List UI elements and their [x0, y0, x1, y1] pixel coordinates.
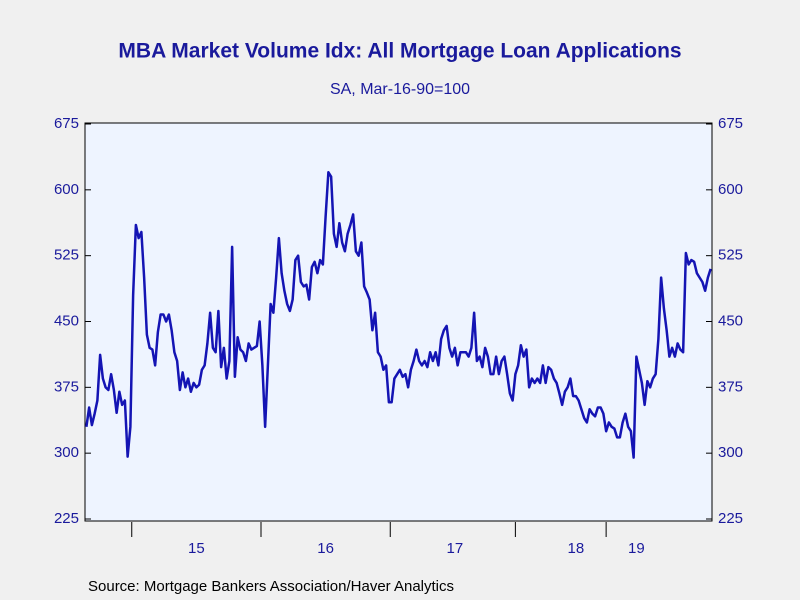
data-line: [85, 171, 712, 459]
y2-tick-label: 525: [718, 247, 743, 264]
y2-tick-label: 375: [718, 378, 743, 395]
x-tick-label: 16: [317, 540, 334, 557]
y2-tick-label: 300: [718, 444, 743, 461]
y-tick-label: 600: [54, 181, 79, 198]
plot-area: [84, 122, 713, 522]
x-tick-label: 17: [447, 540, 464, 557]
y-tick-label: 675: [54, 115, 79, 132]
y-tick-label: 225: [54, 510, 79, 527]
y2-tick-label: 225: [718, 510, 743, 527]
x-tick-label: 19: [628, 540, 645, 557]
chart-subtitle: SA, Mar-16-90=100: [330, 81, 470, 98]
x-tick-label: 18: [568, 540, 585, 557]
x-tick-label: 15: [188, 540, 205, 557]
y-tick-label: 450: [54, 312, 79, 329]
source: Source: Mortgage Bankers Association/Hav…: [88, 578, 454, 595]
y-tick-label: 525: [54, 247, 79, 264]
chart-title: MBA Market Volume Idx: All Mortgage Loan…: [118, 40, 681, 63]
y2-tick-label: 600: [718, 181, 743, 198]
y-tick-label: 375: [54, 378, 79, 395]
y2-tick-label: 450: [718, 312, 743, 329]
y-tick-label: 300: [54, 444, 79, 461]
y2-tick-label: 675: [718, 115, 743, 132]
